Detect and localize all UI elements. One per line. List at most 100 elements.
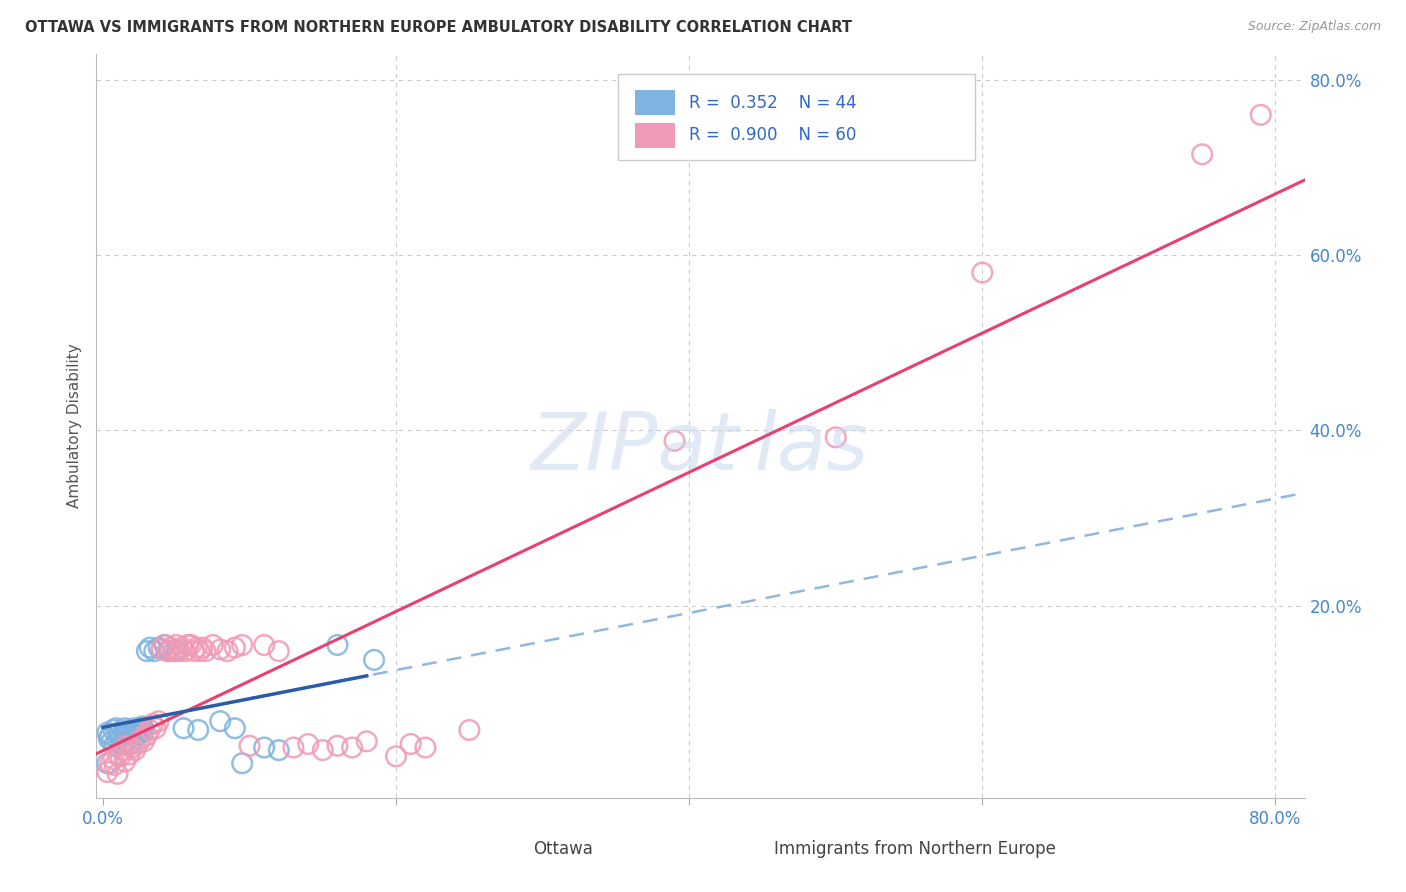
- Point: [112, 743, 135, 757]
- FancyBboxPatch shape: [636, 90, 675, 115]
- Point: [165, 638, 187, 652]
- Point: [129, 731, 152, 746]
- FancyBboxPatch shape: [721, 839, 762, 860]
- Point: [117, 725, 139, 739]
- Point: [96, 765, 118, 780]
- Point: [129, 725, 152, 739]
- Point: [108, 725, 131, 739]
- Point: [143, 644, 166, 658]
- Point: [363, 653, 385, 667]
- Point: [97, 731, 120, 746]
- Text: R =  0.352    N = 44: R = 0.352 N = 44: [689, 94, 856, 112]
- Text: ZIPat las: ZIPat las: [531, 409, 869, 487]
- Point: [1191, 147, 1213, 161]
- Point: [231, 638, 253, 652]
- Point: [120, 737, 142, 751]
- Point: [297, 737, 319, 751]
- Point: [118, 747, 141, 762]
- Point: [159, 640, 181, 655]
- Point: [96, 725, 118, 739]
- Point: [188, 644, 211, 658]
- Point: [96, 756, 118, 771]
- Point: [127, 728, 149, 742]
- Text: R =  0.900    N = 60: R = 0.900 N = 60: [689, 127, 856, 145]
- Point: [156, 644, 179, 658]
- Point: [110, 730, 132, 744]
- Point: [142, 717, 165, 731]
- Point: [326, 638, 349, 652]
- FancyBboxPatch shape: [482, 839, 523, 860]
- Point: [139, 640, 162, 655]
- Point: [224, 721, 246, 735]
- Point: [98, 728, 121, 742]
- Point: [124, 743, 146, 757]
- Point: [111, 737, 134, 751]
- Point: [127, 737, 149, 751]
- Point: [112, 725, 135, 739]
- Text: Ottawa: Ottawa: [533, 840, 593, 858]
- Point: [231, 756, 253, 771]
- Point: [1250, 108, 1272, 122]
- Point: [399, 737, 422, 751]
- Point: [253, 740, 276, 755]
- Point: [664, 434, 686, 448]
- Point: [132, 723, 155, 737]
- Text: Source: ZipAtlas.com: Source: ZipAtlas.com: [1247, 20, 1381, 33]
- Point: [115, 739, 138, 753]
- Point: [157, 644, 180, 658]
- Point: [122, 721, 145, 735]
- Point: [104, 737, 127, 751]
- Point: [340, 740, 363, 755]
- Point: [107, 747, 129, 762]
- Point: [103, 752, 125, 766]
- FancyBboxPatch shape: [619, 74, 974, 160]
- Point: [125, 723, 148, 737]
- FancyBboxPatch shape: [636, 123, 675, 148]
- Point: [135, 644, 157, 658]
- Point: [153, 638, 176, 652]
- Point: [110, 749, 132, 764]
- Point: [173, 721, 195, 735]
- Point: [177, 638, 200, 652]
- Point: [121, 740, 143, 755]
- Point: [253, 638, 276, 652]
- Point: [267, 644, 290, 658]
- Point: [165, 644, 187, 658]
- Point: [283, 740, 305, 755]
- Point: [107, 731, 129, 746]
- Point: [121, 725, 143, 739]
- Point: [267, 743, 290, 757]
- Point: [312, 743, 335, 757]
- Point: [209, 642, 232, 657]
- Point: [114, 721, 136, 735]
- Point: [131, 719, 153, 733]
- Point: [201, 638, 224, 652]
- Point: [326, 739, 349, 753]
- Point: [209, 714, 232, 729]
- Point: [415, 740, 437, 755]
- Point: [186, 640, 208, 655]
- Point: [118, 723, 141, 737]
- Point: [135, 728, 157, 742]
- Point: [105, 721, 128, 735]
- Point: [194, 644, 217, 658]
- Point: [132, 734, 155, 748]
- Point: [98, 756, 121, 771]
- Point: [824, 430, 846, 444]
- Point: [115, 734, 138, 748]
- Point: [128, 721, 150, 735]
- Point: [224, 640, 246, 655]
- Point: [145, 721, 167, 735]
- Point: [139, 723, 162, 737]
- Point: [217, 644, 239, 658]
- Point: [153, 638, 176, 652]
- Point: [104, 758, 127, 772]
- Point: [148, 714, 170, 729]
- Point: [107, 766, 129, 780]
- Point: [162, 644, 184, 658]
- Text: OTTAWA VS IMMIGRANTS FROM NORTHERN EUROPE AMBULATORY DISABILITY CORRELATION CHAR: OTTAWA VS IMMIGRANTS FROM NORTHERN EUROP…: [25, 20, 852, 35]
- Point: [191, 640, 214, 655]
- Y-axis label: Ambulatory Disability: Ambulatory Disability: [67, 343, 83, 508]
- Point: [183, 644, 205, 658]
- Point: [150, 642, 173, 657]
